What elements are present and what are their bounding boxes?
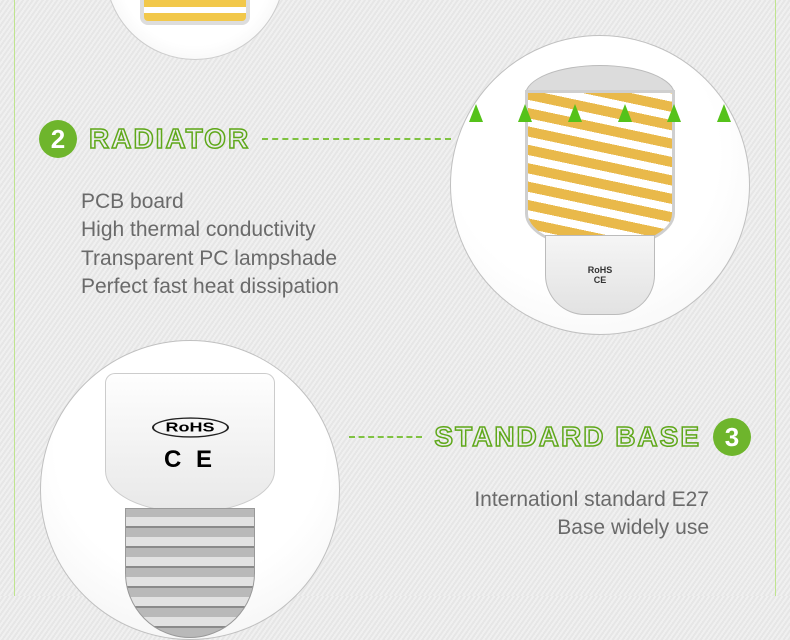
radiator-product-image: RoHS CE — [450, 35, 750, 335]
section3-header: STANDARD BASE 3 — [39, 418, 751, 456]
section1-bulb-image — [105, 0, 285, 60]
section-standard-base: STANDARD BASE 3 Internationl standard E2… — [39, 418, 751, 543]
led-bulb-graphic: RoHS CE — [510, 65, 690, 315]
bullet: Internationl standard E27 — [39, 486, 709, 514]
dashed-connector-2 — [262, 138, 451, 140]
bulb-base-label: RoHS CE — [545, 235, 655, 315]
content-frame: 2 RADIATOR PCB board High thermal conduc… — [14, 0, 776, 596]
led-array-graphic — [140, 0, 250, 25]
dashed-connector-3 — [349, 436, 422, 438]
badge-3: 3 — [713, 418, 751, 456]
arrow-up-icon — [469, 104, 483, 122]
bullet: Base widely use — [39, 514, 709, 542]
section3-title: STANDARD BASE — [434, 421, 701, 453]
rohs-mark: RoHS — [588, 265, 613, 275]
badge-2: 2 — [39, 120, 77, 158]
section3-bullets: Internationl standard E27 Base widely us… — [39, 486, 709, 543]
bulb-led-body — [525, 90, 675, 250]
section2-title: RADIATOR — [89, 123, 250, 155]
arrow-up-icon — [717, 104, 731, 122]
ce-mark: CE — [594, 275, 607, 285]
